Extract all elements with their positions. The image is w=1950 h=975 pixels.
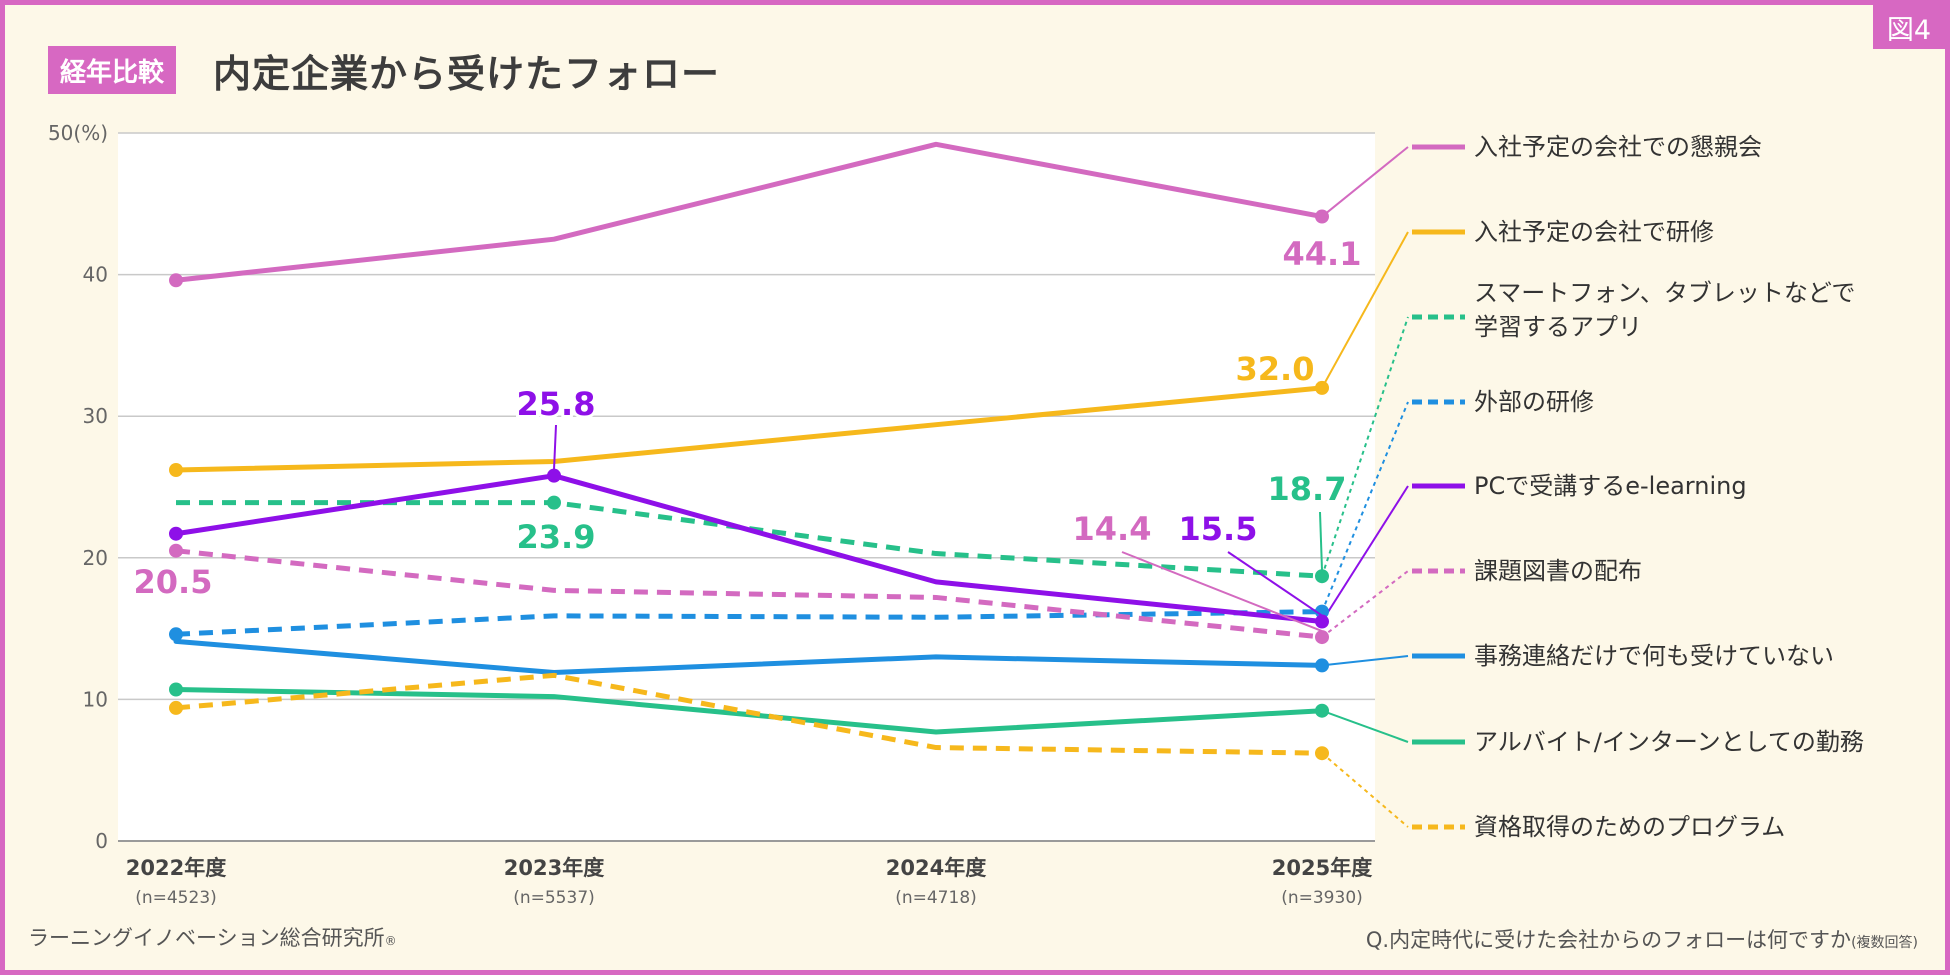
data-point-marker: [1315, 380, 1329, 395]
source-text: ラーニングイノベーション総合研究所: [28, 926, 385, 950]
y-axis-tick-labels: 0 10 20 30 40 50(%): [48, 121, 108, 853]
legend-connectors: [1321, 146, 1409, 828]
data-point-marker: [1315, 658, 1329, 673]
data-point-marker: [169, 700, 183, 715]
data-point-marker: [547, 495, 561, 510]
sample-size-label: (n=4718): [895, 888, 977, 908]
annotation-leaders: [553, 424, 1323, 633]
legend-label: 入社予定の会社での懇親会: [1474, 133, 1762, 161]
x-tick-label: 2024年度: [886, 856, 986, 880]
survey-question: Q.内定時代に受けた会社からのフォローは何ですか(複数回答): [1366, 924, 1918, 954]
data-label: 14.4: [1073, 510, 1152, 548]
series-line: [173, 141, 1325, 283]
legend-label: アルバイト/インターンとしての勤務: [1474, 728, 1864, 756]
legend-label: 資格取得のためのプログラム: [1474, 813, 1785, 841]
data-point-marker: [1315, 209, 1329, 224]
y-tick-label: 40: [83, 263, 108, 287]
annotation-leader: [1319, 511, 1323, 571]
legend: 入社予定の会社での懇親会入社予定の会社で研修スマートフォン、タブレットなどで学習…: [1412, 133, 1864, 841]
series-line: [173, 638, 1325, 675]
series-line: [175, 609, 1323, 637]
legend-label: 外部の研修: [1474, 388, 1594, 416]
series-line: [173, 385, 1325, 473]
legend-connector: [1321, 752, 1409, 828]
legend-label: PCで受講するe-learning: [1474, 472, 1747, 500]
data-label: 20.5: [134, 563, 213, 601]
data-label: 23.9: [517, 518, 596, 556]
legend-connector: [1321, 485, 1409, 623]
data-point-marker: [169, 273, 183, 288]
y-tick-label: 0: [95, 829, 108, 853]
legend-label-line2: 学習するアプリ: [1474, 313, 1642, 341]
series-line: [175, 548, 1323, 640]
data-point-marker: [547, 468, 561, 483]
legend-connector: [1321, 316, 1409, 577]
question-note: (複数回答): [1851, 935, 1918, 951]
data-point-marker: [1315, 630, 1329, 645]
plot-area: [118, 133, 1375, 841]
x-tick-label: 2022年度: [126, 856, 226, 880]
title-badge: 経年比較: [48, 46, 177, 94]
data-point-marker: [1315, 703, 1329, 718]
x-tick-label: 2023年度: [504, 856, 604, 880]
annotation-leader: [1227, 551, 1323, 617]
annotation-leader: [1121, 551, 1323, 633]
legend-connector: [1321, 570, 1409, 638]
y-tick-label: 50(%): [48, 121, 108, 145]
data-labels: 44.1 32.0 25.8 23.9 20.5 18.7 14.4 15.5: [131, 232, 1365, 604]
data-markers: [169, 209, 1329, 761]
chart-title: 内定企業から受けたフォロー: [213, 51, 721, 96]
question-text: Q.内定時代に受けた会社からのフォローは何ですか: [1365, 928, 1852, 952]
y-tick-label: 30: [83, 404, 108, 428]
series-lines: [173, 141, 1325, 756]
gridlines: [118, 132, 1375, 842]
annotation-leader: [553, 424, 557, 470]
data-point-marker: [169, 682, 183, 697]
series-line: [173, 473, 1325, 625]
data-point-marker: [169, 627, 183, 642]
y-tick-label: 10: [83, 687, 108, 711]
data-label: 44.1: [1283, 235, 1362, 273]
data-point-marker: [169, 543, 183, 558]
series-line: [175, 672, 1323, 756]
data-point-marker: [1315, 604, 1329, 619]
data-label: 32.0: [1236, 350, 1315, 388]
legend-connector: [1321, 709, 1409, 743]
sample-size-label: (n=5537): [513, 888, 595, 908]
legend-connector: [1321, 401, 1409, 612]
legend-label: スマートフォン、タブレットなどで: [1474, 279, 1855, 307]
legend-label: 課題図書の配布: [1474, 557, 1642, 585]
data-point-marker: [1315, 569, 1329, 584]
data-label: 15.5: [1179, 510, 1258, 548]
legend-connector: [1321, 655, 1409, 667]
legend-connector: [1321, 231, 1409, 389]
data-point-marker: [1315, 746, 1329, 761]
registered-mark: ®: [384, 934, 397, 948]
data-point-marker: [169, 526, 183, 541]
source-credit: ラーニングイノベーション総合研究所®: [28, 922, 397, 952]
data-label: 25.8: [517, 385, 596, 423]
data-label: 18.7: [1268, 470, 1347, 508]
legend-label: 事務連絡だけで何も受けていない: [1474, 642, 1834, 670]
legend-label: 入社予定の会社で研修: [1474, 218, 1714, 246]
sample-size-label: (n=4523): [135, 888, 217, 908]
sample-size-label: (n=3930): [1281, 888, 1363, 908]
figure-number-tag: 図4: [1873, 5, 1945, 49]
x-tick-label: 2025年度: [1272, 856, 1372, 880]
data-point-marker: [169, 463, 183, 478]
x-axis-tick-labels: 2022年度 (n=4523) 2023年度 (n=5537) 2024年度 (n=471…: [126, 856, 1372, 908]
data-point-marker: [1315, 614, 1329, 629]
y-tick-label: 20: [83, 546, 108, 570]
legend-connector: [1321, 146, 1409, 218]
